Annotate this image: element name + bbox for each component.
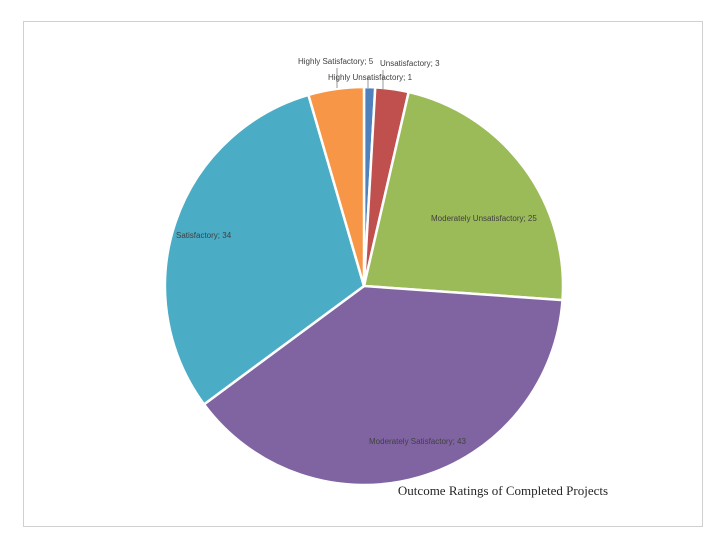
pie-slice-highly-satisfactory	[307, 85, 366, 288]
data-label-moderately-satisfactory: Moderately Satisfactory; 43	[369, 437, 466, 446]
pie-slice-satisfactory	[163, 93, 366, 406]
leader-lines	[336, 68, 384, 89]
data-label-highly-unsatisfactory: Highly Unsatisfactory; 1	[328, 73, 413, 82]
data-labels: Highly Unsatisfactory; 1 Unsatisfactory; …	[176, 57, 537, 446]
data-label-unsatisfactory: Unsatisfactory; 3	[380, 59, 440, 68]
data-label-highly-satisfactory: Highly Satisfactory; 5	[298, 57, 374, 66]
pie-slices	[163, 85, 565, 487]
data-label-satisfactory: Satisfactory; 34	[176, 231, 232, 240]
chart-frame	[23, 21, 703, 527]
pie-slice-moderately-satisfactory	[202, 284, 564, 487]
chart-title: Outcome Ratings of Completed Projects	[398, 483, 608, 498]
pie-slice-moderately-unsatisfactory	[362, 90, 565, 302]
data-label-moderately-unsatisfactory: Moderately Unsatisfactory; 25	[431, 214, 537, 223]
